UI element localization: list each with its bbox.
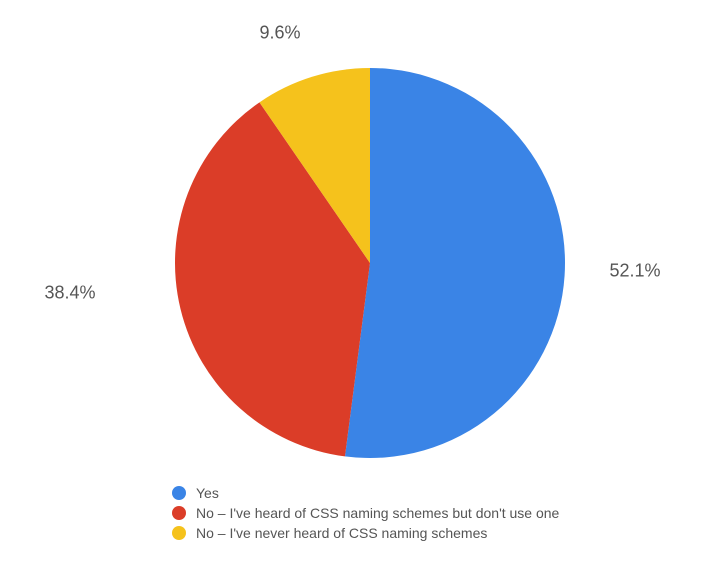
slice-label-0: 52.1% (609, 261, 660, 282)
legend-item: Yes (172, 485, 559, 501)
pie-slice-0 (345, 68, 565, 458)
legend-item: No – I've heard of CSS naming schemes bu… (172, 505, 559, 521)
slice-label-1: 38.4% (44, 283, 95, 304)
legend-label-1: No – I've heard of CSS naming schemes bu… (196, 505, 559, 521)
legend-item: No – I've never heard of CSS naming sche… (172, 525, 559, 541)
legend-swatch-1 (172, 506, 186, 520)
slice-label-2: 9.6% (259, 23, 300, 44)
legend-label-2: No – I've never heard of CSS naming sche… (196, 525, 487, 541)
pie-chart: 52.1% 38.4% 9.6% Yes No – I've heard of … (0, 0, 720, 570)
legend-swatch-2 (172, 526, 186, 540)
legend-label-0: Yes (196, 485, 219, 501)
legend-swatch-0 (172, 486, 186, 500)
legend: Yes No – I've heard of CSS naming scheme… (172, 485, 559, 545)
